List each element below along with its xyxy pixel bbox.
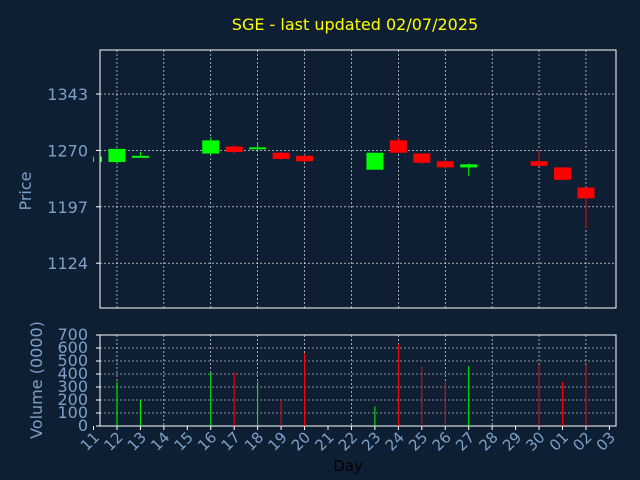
chart-title: SGE - last updated 02/07/2025 [232, 15, 478, 34]
candle-body [296, 155, 314, 162]
candle-body [577, 187, 595, 199]
candle-body [460, 164, 478, 168]
x-axis-label: Day [333, 457, 363, 475]
x-tick-label: 14 [147, 428, 173, 454]
price-panel [99, 49, 617, 309]
candle-body [202, 140, 220, 154]
x-tick-label: 23 [358, 428, 384, 454]
candle-body [389, 140, 407, 153]
x-axis-ticks: 1112131415161718192021222324252627282930… [77, 426, 619, 455]
x-tick-label: 19 [264, 428, 290, 454]
candle-body [530, 161, 548, 166]
volume-tick-label: 600 [57, 338, 88, 357]
candle-body [249, 147, 267, 150]
x-tick-label: 15 [171, 428, 197, 454]
candle-body [225, 146, 243, 152]
candle-body [100, 156, 102, 163]
x-tick-label: 02 [569, 428, 595, 454]
volume-panel [99, 334, 617, 427]
volume-tick-label: 0 [78, 416, 88, 435]
x-tick-label: 29 [499, 428, 525, 454]
x-tick-label: 26 [429, 428, 455, 454]
price-tick-label: 1343 [47, 85, 88, 104]
x-tick-label: 24 [382, 428, 408, 454]
candle-body [131, 155, 149, 158]
x-tick-label: 16 [194, 428, 220, 454]
volume-bars [116, 344, 587, 426]
volume-tick-label: 100 [57, 403, 88, 422]
volume-y-axis-label: Volume (0000) [27, 321, 46, 439]
candle-body [436, 161, 454, 168]
candle-body [366, 152, 384, 170]
price-tick-label: 1124 [47, 254, 88, 273]
x-tick-label: 27 [452, 428, 478, 454]
x-tick-label: 30 [522, 428, 548, 454]
candlesticks [93, 137, 595, 228]
x-tick-label: 12 [100, 428, 126, 454]
x-tick-label: 21 [311, 428, 337, 454]
volume-tick-label: 300 [57, 377, 88, 396]
price-y-axis-label: Price [16, 171, 35, 210]
x-tick-label: 28 [475, 428, 501, 454]
price-y-ticks: 1124 1197 1270 1343 [47, 85, 100, 273]
volume-tick-label: 400 [57, 364, 88, 383]
x-tick-label: 13 [124, 428, 150, 454]
x-tick-label: 01 [546, 428, 572, 454]
candle-body [413, 153, 431, 163]
candle-body [554, 167, 571, 180]
x-tick-label: 17 [218, 428, 244, 454]
x-tick-label: 03 [593, 428, 619, 454]
price-grid [100, 50, 616, 308]
candle-body [108, 148, 126, 163]
volume-tick-label: 500 [57, 351, 88, 370]
volume-tick-label: 700 [57, 325, 88, 344]
volume-tick-label: 200 [57, 390, 88, 409]
candle-body [272, 152, 290, 159]
price-tick-label: 1270 [47, 141, 88, 160]
x-tick-label: 18 [241, 428, 267, 454]
x-tick-label: 22 [335, 428, 361, 454]
price-tick-label: 1197 [47, 198, 88, 217]
x-tick-label: 20 [288, 428, 314, 454]
x-tick-label: 25 [405, 428, 431, 454]
